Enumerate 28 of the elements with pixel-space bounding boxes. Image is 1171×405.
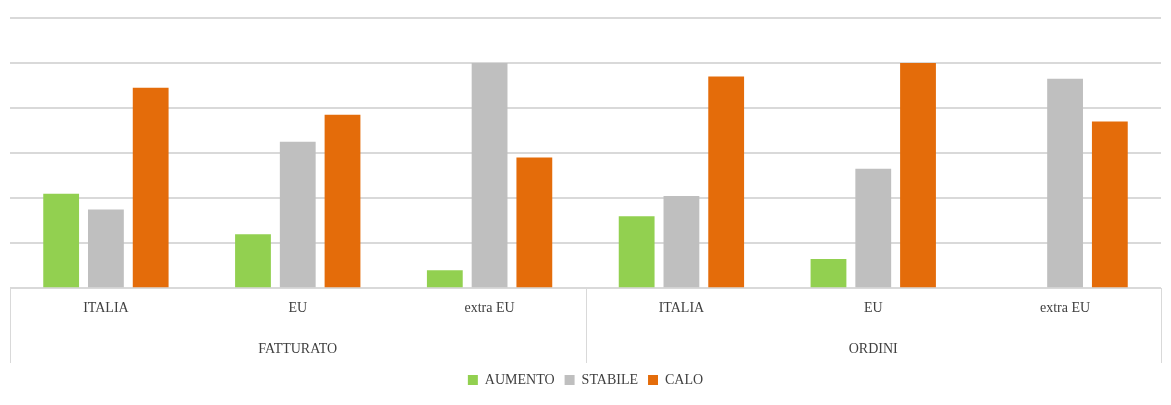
bar bbox=[471, 63, 508, 288]
bar bbox=[324, 114, 361, 288]
x-tick-label: ITALIA bbox=[658, 300, 706, 316]
bar bbox=[516, 157, 553, 288]
bar bbox=[855, 168, 892, 288]
bar bbox=[1091, 121, 1128, 288]
bar bbox=[708, 76, 745, 288]
bar bbox=[810, 258, 847, 288]
bar bbox=[235, 234, 271, 288]
bar bbox=[618, 216, 655, 288]
x-tick-label: ITALIA bbox=[83, 300, 130, 316]
bar bbox=[88, 209, 124, 288]
bar bbox=[279, 141, 316, 288]
text: ORDINI bbox=[848, 340, 899, 356]
bar bbox=[426, 270, 463, 288]
legend-label: STABILE bbox=[581, 371, 639, 387]
legend-label: CALO bbox=[665, 371, 704, 387]
bar bbox=[900, 63, 936, 288]
text: FATTURATO bbox=[258, 340, 338, 356]
x-tick-label: EU bbox=[288, 300, 308, 316]
x-tick-label: extra EU bbox=[464, 300, 515, 316]
bar bbox=[1047, 78, 1083, 288]
legend-label: AUMENTO bbox=[484, 371, 555, 387]
x-tick-label: extra EU bbox=[1040, 300, 1091, 316]
bar bbox=[663, 195, 700, 288]
x-tick-label: EU bbox=[863, 300, 883, 316]
bar bbox=[132, 87, 169, 288]
bar bbox=[43, 193, 80, 288]
